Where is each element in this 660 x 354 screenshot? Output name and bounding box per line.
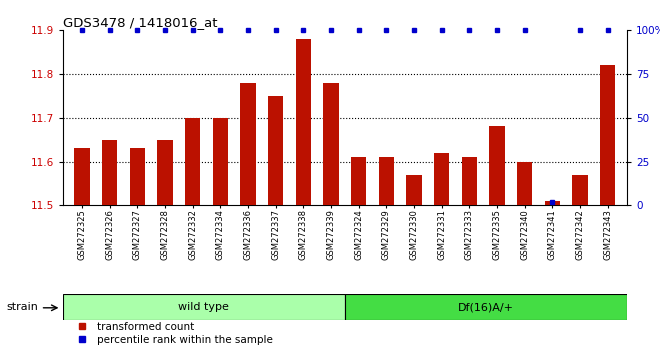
- Bar: [544, 201, 560, 205]
- Bar: [434, 153, 449, 205]
- Bar: [462, 157, 477, 205]
- Bar: [63, 294, 345, 320]
- Bar: [379, 157, 394, 205]
- Bar: [240, 83, 255, 205]
- Bar: [600, 65, 615, 205]
- Bar: [185, 118, 201, 205]
- Text: Df(16)A/+: Df(16)A/+: [458, 302, 514, 312]
- Bar: [213, 118, 228, 205]
- Bar: [489, 126, 505, 205]
- Bar: [102, 139, 117, 205]
- Bar: [407, 175, 422, 205]
- Text: GDS3478 / 1418016_at: GDS3478 / 1418016_at: [63, 16, 217, 29]
- Bar: [158, 139, 173, 205]
- Bar: [323, 83, 339, 205]
- Bar: [130, 148, 145, 205]
- Text: strain: strain: [7, 302, 38, 312]
- Legend: transformed count, percentile rank within the sample: transformed count, percentile rank withi…: [68, 317, 277, 349]
- Bar: [345, 294, 627, 320]
- Bar: [572, 175, 587, 205]
- Text: wild type: wild type: [178, 302, 229, 312]
- Bar: [296, 39, 311, 205]
- Bar: [517, 161, 532, 205]
- Bar: [351, 157, 366, 205]
- Bar: [268, 96, 283, 205]
- Bar: [75, 148, 90, 205]
